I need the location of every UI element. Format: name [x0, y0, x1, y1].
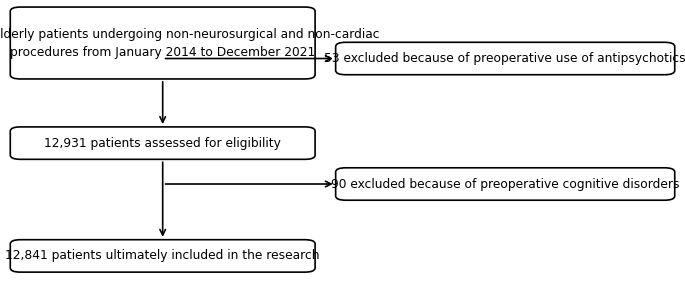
FancyBboxPatch shape — [336, 42, 675, 75]
FancyBboxPatch shape — [336, 168, 675, 200]
Text: 12,984 elderly patients undergoing non-neurosurgical and non-cardiac
procedures : 12,984 elderly patients undergoing non-n… — [0, 28, 379, 58]
Text: 53 excluded because of preoperative use of antipsychotics: 53 excluded because of preoperative use … — [325, 52, 685, 65]
FancyBboxPatch shape — [10, 127, 315, 159]
FancyBboxPatch shape — [10, 7, 315, 79]
Text: 12,931 patients assessed for eligibility: 12,931 patients assessed for eligibility — [45, 136, 281, 150]
Text: 12,841 patients ultimately included in the research: 12,841 patients ultimately included in t… — [5, 249, 320, 263]
Text: 90 excluded because of preoperative cognitive disorders: 90 excluded because of preoperative cogn… — [331, 177, 680, 191]
FancyBboxPatch shape — [10, 240, 315, 272]
